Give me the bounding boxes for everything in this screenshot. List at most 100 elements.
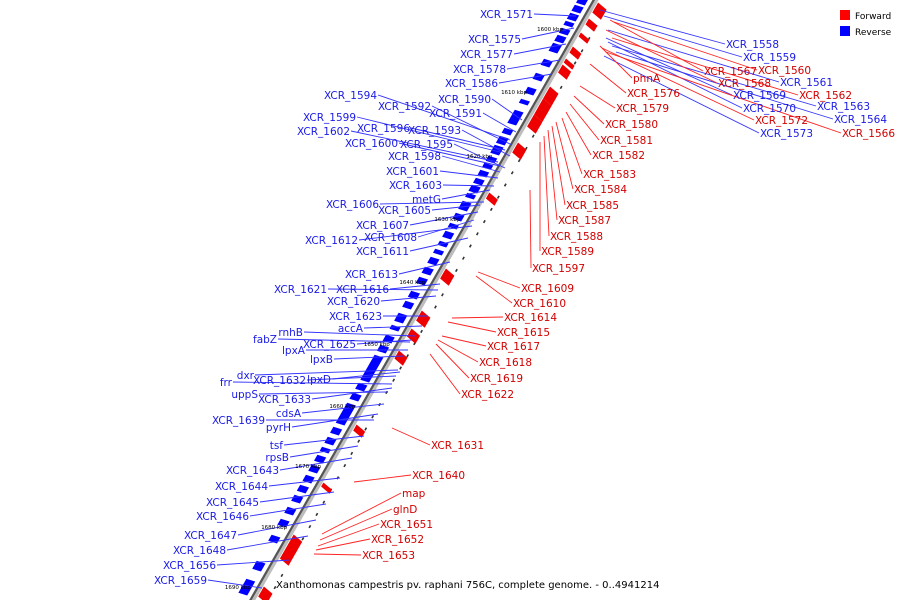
reverse-gene-label: XCR_1598 xyxy=(388,151,441,163)
reverse-gene-label: XCR_1606 xyxy=(326,199,379,211)
reverse-gene-leader-line xyxy=(333,355,405,360)
forward-gene-leader-line xyxy=(601,47,755,121)
forward-gene-leader-line xyxy=(475,275,513,304)
forward-gene-label: XCR_1652 xyxy=(371,534,424,546)
reverse-gene-label: XCR_1590 xyxy=(438,94,491,106)
position-dash xyxy=(357,439,361,443)
reverse-gene-label: lpxD xyxy=(307,374,331,386)
reverse-gene-label: XCR_1563 xyxy=(817,101,870,113)
reverse-gene-leader-line xyxy=(311,387,393,400)
forward-gene-leader-line xyxy=(317,523,380,547)
kbp-tick-label: 1600 kbp xyxy=(537,27,563,33)
position-dash xyxy=(434,305,437,309)
reverse-gene-label: XCR_1643 xyxy=(226,465,279,477)
forward-gene-leader-line xyxy=(451,316,504,319)
reverse-gene-block xyxy=(540,58,553,68)
position-dash xyxy=(482,219,486,224)
forward-gene-leader-line xyxy=(429,353,461,395)
position-dash xyxy=(441,293,444,297)
forward-gene-label: XCR_1615 xyxy=(497,327,550,339)
position-dash xyxy=(503,183,507,187)
forward-gene-leader-line xyxy=(613,21,758,71)
forward-gene-block xyxy=(543,86,559,106)
reverse-gene-label: XCR_1573 xyxy=(760,128,813,140)
kbp-ticks: 1600 kbp 1610 kbp 1620 kbp 1630 kbp 1640 kbp… xyxy=(225,27,564,591)
position-dash xyxy=(280,573,284,578)
reverse-gene-label: XCR_1608 xyxy=(364,232,417,244)
forward-gene-block xyxy=(558,64,572,80)
reverse-gene-leader-line xyxy=(603,15,743,58)
reverse-gene-label: rnhB xyxy=(278,327,303,339)
reverse-gene-leader-line xyxy=(441,189,491,200)
forward-gene-label: XCR_1583 xyxy=(583,169,636,181)
forward-gene-block xyxy=(578,32,590,44)
forward-gene-leader-line xyxy=(321,492,402,535)
forward-gene-leader-line xyxy=(441,335,487,347)
kbp-tick-label: 1630 kbp xyxy=(434,217,460,223)
reverse-gene-leader-line xyxy=(409,211,479,226)
position-dash xyxy=(468,244,472,248)
reverse-gene-block xyxy=(563,20,575,28)
position-dash xyxy=(315,512,319,517)
reverse-gene-leader-line xyxy=(453,143,506,169)
reverse-gene-leader-line xyxy=(615,51,834,120)
forward-legend-label: Forward xyxy=(855,12,891,22)
reverse-gene-leader-line xyxy=(226,535,309,551)
reverse-gene-label: metG xyxy=(412,194,441,206)
forward-gene-leader-line xyxy=(477,271,521,289)
forward-gene-leader-line xyxy=(551,125,566,206)
reverse-gene-label: XCR_1611 xyxy=(356,246,409,258)
reverse-gene-leader-line xyxy=(207,579,263,589)
forward-gene-label: XCR_1597 xyxy=(532,263,585,275)
reverse-gene-block xyxy=(433,248,445,256)
legend: Forward Reverse xyxy=(840,10,892,38)
reverse-gene-leader-line xyxy=(303,331,417,337)
position-dash xyxy=(580,49,584,53)
reverse-gene-leader-line xyxy=(498,73,553,84)
position-dash xyxy=(510,171,514,175)
forward-gene-label: XCR_1617 xyxy=(487,341,540,353)
reverse-gene-label: XCR_1593 xyxy=(408,125,461,137)
position-dash xyxy=(301,537,305,541)
reverse-gene-block xyxy=(554,34,567,44)
reverse-gene-label: accA xyxy=(338,323,364,335)
position-dash xyxy=(350,451,354,456)
forward-gene-block xyxy=(585,18,598,32)
reverse-gene-block xyxy=(518,98,530,106)
reverse-gene-block xyxy=(349,392,362,402)
reverse-gene-leader-line xyxy=(259,491,335,503)
reverse-gene-leader-line xyxy=(232,381,393,385)
reverse-gene-leader-line xyxy=(431,105,513,146)
forward-gene-label: XCR_1619 xyxy=(470,373,523,385)
reverse-gene-leader-line xyxy=(258,391,389,395)
gene-blocks xyxy=(238,0,607,600)
reverse-gene-label: XCR_1616 xyxy=(336,284,389,296)
forward-gene-label: XCR_1568 xyxy=(718,78,771,90)
forward-gene-leader-line xyxy=(579,85,616,109)
reverse-legend-label: Reverse xyxy=(855,28,892,38)
reverse-gene-label: XCR_1644 xyxy=(215,481,268,493)
reverse-gene-leader-line xyxy=(441,155,501,173)
reverse-gene-block xyxy=(314,454,327,464)
reverse-gene-leader-line xyxy=(363,325,423,329)
reverse-gene-block xyxy=(437,240,449,248)
reverse-gene-leader-line xyxy=(327,288,439,291)
reverse-gene-label: XCR_1639 xyxy=(212,415,265,427)
reverse-gene-block xyxy=(252,560,266,572)
kbp-tick-label: 1610 kbp xyxy=(501,90,527,96)
reverse-gene-block xyxy=(389,324,401,332)
forward-gene-label: XCR_1582 xyxy=(592,150,645,162)
reverse-gene-label: XCR_1596 xyxy=(357,123,410,135)
forward-gene-block xyxy=(569,46,582,60)
reverse-gene-label: XCR_1659 xyxy=(154,575,207,587)
kbp-tick-label: 1640 kbp xyxy=(399,280,425,286)
reverse-gene-leader-line xyxy=(603,55,760,134)
reverse-gene-leader-line xyxy=(398,142,501,167)
reverse-gene-label: XCR_1645 xyxy=(206,497,259,509)
reverse-gene-label: XCR_1564 xyxy=(834,114,887,126)
reverse-gene-leader-line xyxy=(249,503,327,517)
forward-gene-label: XCR_1580 xyxy=(605,119,658,131)
reverse-gene-leader-line xyxy=(279,457,353,471)
reverse-gene-block xyxy=(319,446,331,454)
